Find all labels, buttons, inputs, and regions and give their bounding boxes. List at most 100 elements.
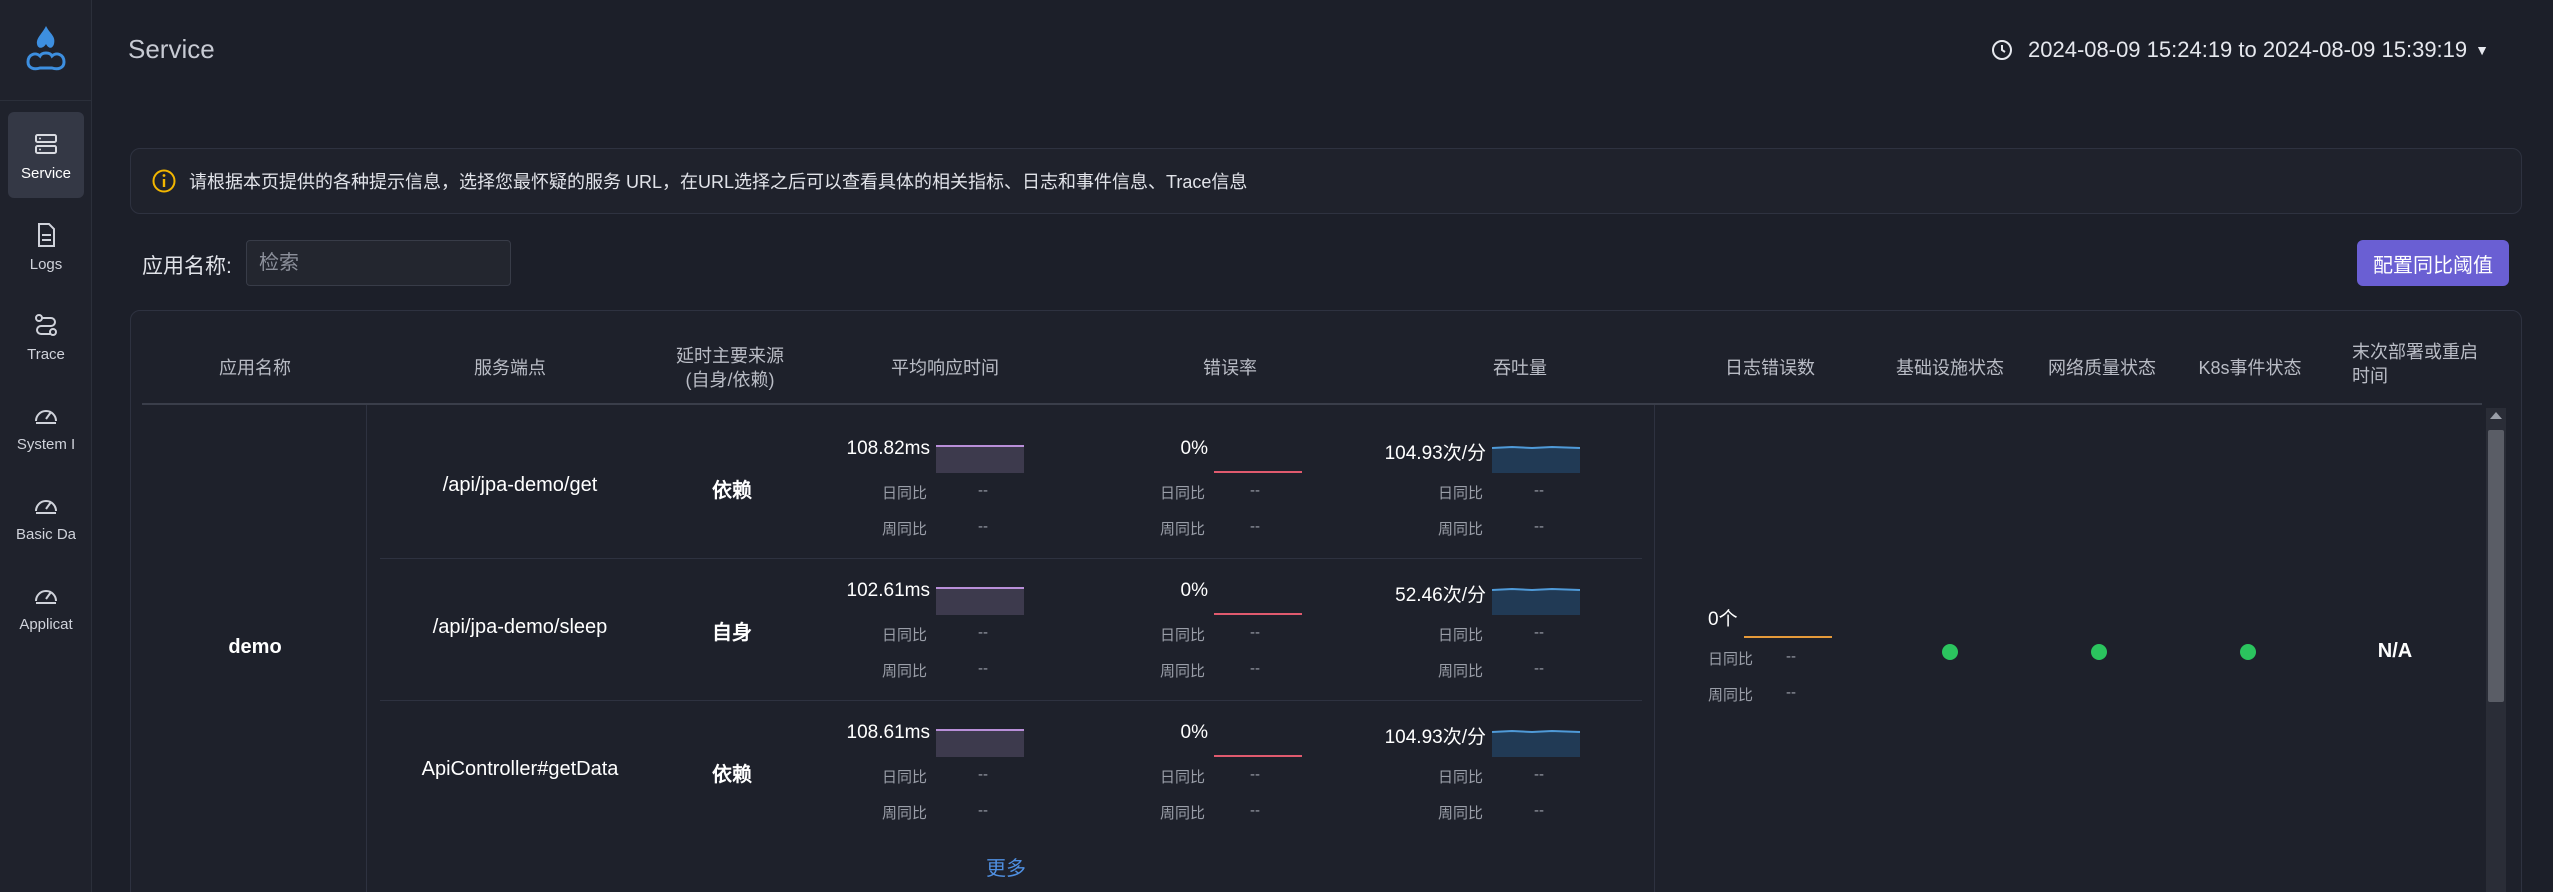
day-compare-label: 日同比: [1438, 485, 1484, 502]
more-link[interactable]: 更多: [986, 858, 1026, 880]
th-network-status: 网络质量状态: [2048, 358, 2156, 378]
scrollbar-thumb[interactable]: [2488, 430, 2504, 702]
document-icon: [38, 222, 55, 247]
th-last-deploy-line1: 末次部署或重启: [2352, 342, 2478, 362]
config-threshold-button[interactable]: 配置同比阈值: [2357, 240, 2509, 286]
th-log-errors: 日志错误数: [1725, 358, 1815, 378]
server-icon: [35, 133, 57, 154]
page-title: Service: [128, 34, 215, 64]
sidebar-item-label: Basic Da: [15, 525, 77, 543]
error-rate-value: 0%: [1180, 722, 1208, 743]
week-compare-label: 周同比: [1438, 663, 1484, 680]
latency-sparkline: [936, 729, 1024, 757]
latency-week-compare: --: [978, 660, 988, 677]
error-rate-sparkline: [1214, 613, 1302, 615]
scroll-up-arrow-icon[interactable]: [2490, 412, 2502, 419]
endpoint-link[interactable]: ApiController#getData: [421, 758, 619, 780]
sidebar-item-logs[interactable]: Logs: [8, 203, 84, 289]
latency-value: 102.61ms: [846, 580, 930, 601]
sidebar-item-label: System I: [16, 435, 76, 453]
service-table-panel: [130, 310, 2522, 892]
th-last-deploy-line2: 时间: [2352, 366, 2388, 386]
week-compare-label: 周同比: [1438, 805, 1484, 822]
throughput-sparkline: [1492, 445, 1580, 473]
error-day-compare: --: [1250, 766, 1260, 783]
throughput-day-compare: --: [1534, 766, 1544, 783]
throughput-week-compare: --: [1534, 660, 1544, 677]
latency-day-compare: --: [978, 766, 988, 783]
gauge-icon: [35, 589, 57, 604]
week-compare-label: 周同比: [1708, 687, 1754, 704]
latency-sparkline: [936, 445, 1024, 473]
row-divider: [380, 558, 1642, 559]
latency-sparkline: [936, 587, 1024, 615]
latency-value: 108.82ms: [846, 438, 930, 459]
throughput-value: 104.93次/分: [1384, 443, 1486, 464]
app-name-label: 应用名称:: [142, 255, 232, 278]
week-compare-label: 周同比: [882, 521, 928, 538]
latency-source: 依赖: [712, 480, 752, 502]
sidebar-item-basic-data[interactable]: Basic Da: [8, 473, 84, 559]
latency-week-compare: --: [978, 518, 988, 535]
time-range-picker[interactable]: 2024-08-09 15:24:19 to 2024-08-09 15:39:…: [1990, 28, 2530, 72]
th-latency-source-line2: (自身/依赖): [685, 370, 775, 390]
error-day-compare: --: [1250, 624, 1260, 641]
sidebar-item-label: Trace: [27, 345, 65, 363]
week-compare-label: 周同比: [1160, 805, 1206, 822]
endpoint-link[interactable]: /api/jpa-demo/sleep: [432, 616, 608, 638]
error-week-compare: --: [1250, 660, 1260, 677]
sidebar-item-application[interactable]: Applicat: [8, 563, 84, 649]
th-last-deploy: 末次部署或重启 时间: [2352, 340, 2492, 396]
sidebar-divider: [0, 100, 92, 101]
sidebar-item-label: Service: [20, 164, 72, 182]
error-week-compare: --: [1250, 802, 1260, 819]
throughput-sparkline: [1492, 729, 1580, 757]
sidebar-item-trace[interactable]: Trace: [8, 293, 84, 379]
th-avg-response: 平均响应时间: [891, 358, 999, 378]
sidebar-item-system[interactable]: System I: [8, 383, 84, 469]
error-day-compare: --: [1250, 482, 1260, 499]
k8s-status-dot[interactable]: [2240, 644, 2256, 660]
day-compare-label: 日同比: [882, 769, 928, 786]
th-endpoint: 服务端点: [474, 358, 546, 378]
alert-text: 请根据本页提供的各种提示信息，选择您最怀疑的服务 URL，在URL选择之后可以查…: [189, 172, 1248, 192]
gauge-icon: [35, 499, 57, 514]
latency-week-compare: --: [978, 802, 988, 819]
day-compare-label: 日同比: [1160, 485, 1206, 502]
info-alert: 请根据本页提供的各种提示信息，选择您最怀疑的服务 URL，在URL选择之后可以查…: [130, 148, 2522, 214]
app-search-input[interactable]: [246, 240, 511, 286]
clock-icon: [1992, 40, 2012, 60]
day-compare-label: 日同比: [1438, 769, 1484, 786]
caret-down-icon: ▼: [2475, 42, 2489, 58]
error-rate-value: 0%: [1180, 438, 1208, 459]
day-compare-label: 日同比: [882, 485, 928, 502]
gauge-icon: [35, 409, 57, 424]
throughput-value: 52.46次/分: [1395, 585, 1486, 606]
th-latency-source: 延时主要来源 (自身/依赖): [640, 340, 820, 396]
column-divider: [1654, 405, 1655, 892]
column-divider: [366, 405, 367, 892]
day-compare-label: 日同比: [1160, 769, 1206, 786]
throughput-week-compare: --: [1534, 802, 1544, 819]
sidebar-item-label: Logs: [29, 255, 63, 273]
network-status-dot[interactable]: [2091, 644, 2107, 660]
last-deploy-value: N/A: [2377, 640, 2413, 662]
th-k8s-status: K8s事件状态: [2198, 358, 2302, 378]
sidebar-item-service[interactable]: Service: [8, 112, 84, 198]
app-name-cell[interactable]: demo: [228, 636, 282, 658]
throughput-sparkline: [1492, 587, 1580, 615]
th-error-rate: 错误率: [1203, 358, 1257, 378]
throughput-value: 104.93次/分: [1384, 727, 1486, 748]
th-throughput: 吞吐量: [1493, 358, 1547, 378]
log-errors-week-compare: --: [1786, 684, 1796, 701]
latency-source: 依赖: [712, 764, 752, 786]
sidebar-item-label: Applicat: [19, 615, 73, 633]
endpoint-link[interactable]: /api/jpa-demo/get: [442, 474, 598, 496]
error-rate-sparkline: [1214, 755, 1302, 757]
infra-status-dot[interactable]: [1942, 644, 1958, 660]
row-divider: [380, 700, 1642, 701]
error-week-compare: --: [1250, 518, 1260, 535]
error-rate-sparkline: [1214, 471, 1302, 473]
day-compare-label: 日同比: [882, 627, 928, 644]
day-compare-label: 日同比: [1160, 627, 1206, 644]
